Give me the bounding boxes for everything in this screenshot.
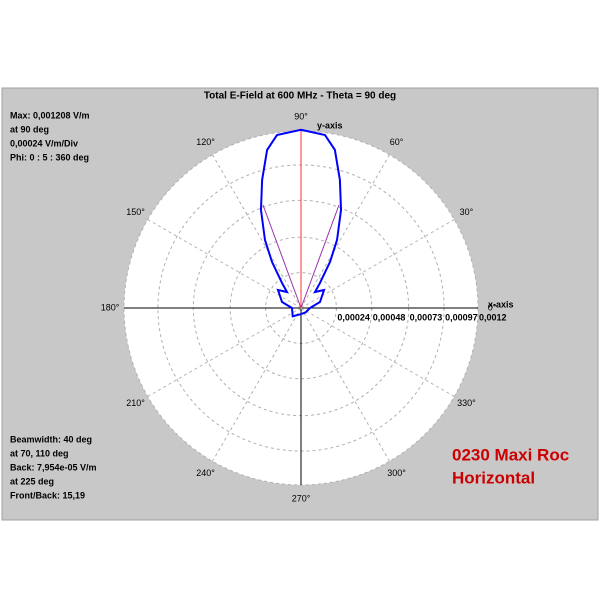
r-tick-label: 0,0012 xyxy=(479,312,507,322)
info-text: Back: 7,954e-05 V/m xyxy=(10,462,97,472)
info-text: 0,00024 V/m/Div xyxy=(10,138,78,148)
info-text: at 90 deg xyxy=(10,124,49,134)
theta-tick-label: 240° xyxy=(196,468,215,478)
theta-tick-label: 60° xyxy=(390,137,404,147)
theta-tick-label: 210° xyxy=(126,398,145,408)
info-text: Max: 0,001208 V/m xyxy=(10,110,90,120)
pattern-line xyxy=(259,128,343,318)
info-text: Phi: 0 : 5 : 360 deg xyxy=(10,152,89,162)
theta-tick-label: 150° xyxy=(126,207,145,217)
theta-tick-label: 90° xyxy=(294,111,308,121)
theta-tick-label: 270° xyxy=(292,493,311,503)
info-text: Beamwidth: 40 deg xyxy=(10,434,92,444)
r-tick-label: 0,00048 xyxy=(373,312,406,322)
r-tick-label: 0,00073 xyxy=(410,312,443,322)
chart-title: Total E-Field at 600 MHz - Theta = 90 de… xyxy=(204,91,396,102)
theta-tick-label: 300° xyxy=(387,468,406,478)
theta-tick-label: 330° xyxy=(457,398,476,408)
beam-line xyxy=(262,204,302,309)
theta-tick-label: 120° xyxy=(196,137,215,147)
annotation: 0230 Maxi Roc xyxy=(452,445,569,464)
theta-tick-label: 0° xyxy=(488,302,497,312)
beam-line xyxy=(300,204,340,309)
polar-plot: Max: 0,001208 V/m at 90 deg 0,00024 V/m/Di… xyxy=(10,110,507,503)
info-text: at 70, 110 deg xyxy=(10,448,69,458)
r-tick-label: 0,00097 xyxy=(445,312,478,322)
theta-tick-label: 30° xyxy=(460,207,474,217)
info-text: Front/Back: 15,19 xyxy=(10,490,85,500)
x-axis-label: x-axis xyxy=(488,299,514,309)
y-axis-label: y-axis xyxy=(317,120,343,130)
theta-tick-label: 180° xyxy=(101,302,120,312)
annotation: Horizontal xyxy=(452,468,535,487)
r-tick-label: 0,00024 xyxy=(337,312,370,322)
info-text: at 225 deg xyxy=(10,476,54,486)
